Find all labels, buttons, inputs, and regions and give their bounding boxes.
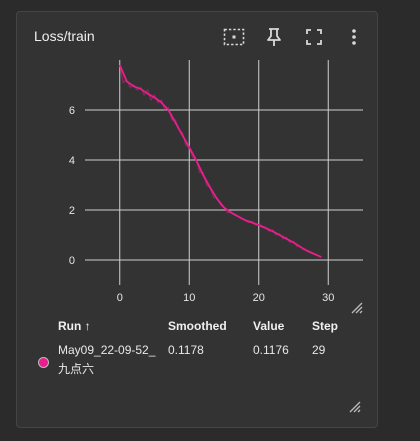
series-group xyxy=(118,64,322,258)
fullscreen-icon xyxy=(306,29,322,45)
resize-grip-icon xyxy=(351,302,363,314)
run-color-dot xyxy=(38,357,49,368)
x-tick-label: 0 xyxy=(117,292,123,304)
smoothed-series-line xyxy=(118,64,322,258)
pin-button[interactable] xyxy=(263,26,285,48)
x-tick-label: 10 xyxy=(183,292,195,304)
fit-domain-icon xyxy=(223,28,245,46)
x-tick-label: 30 xyxy=(322,292,334,304)
resize-grip-icon xyxy=(349,401,361,413)
step-value: 29 xyxy=(312,343,326,357)
loss-chart[interactable]: 0 10 20 30 0 2 4 6 xyxy=(17,56,379,316)
x-tick-label: 20 xyxy=(253,292,265,304)
grid xyxy=(85,60,363,285)
raw-value: 0.1176 xyxy=(253,343,289,357)
column-header-smoothed[interactable]: Smoothed xyxy=(168,319,227,333)
chart-resize-handle[interactable] xyxy=(349,300,363,314)
run-name-line1: May09_22-09-52_ xyxy=(58,343,156,357)
y-tick-label: 4 xyxy=(69,155,75,167)
y-tick-label: 6 xyxy=(69,105,75,117)
axes: 0 10 20 30 0 2 4 6 xyxy=(69,105,335,304)
card-resize-handle[interactable] xyxy=(347,399,361,413)
scalar-card: Loss/train 0 10 20 30 0 2 4 6 xyxy=(16,11,378,428)
column-header-run[interactable]: Run ↑ xyxy=(58,319,91,333)
card-title: Loss/train xyxy=(34,28,95,44)
plot-frame xyxy=(85,60,363,285)
fit-domain-button[interactable] xyxy=(223,26,245,48)
pin-icon xyxy=(267,28,281,46)
smoothed-value: 0.1178 xyxy=(168,343,204,357)
column-header-value[interactable]: Value xyxy=(253,319,285,333)
more-options-button[interactable] xyxy=(343,26,365,48)
more-vert-icon xyxy=(352,29,356,45)
run-name-line2: 九点六 xyxy=(58,362,95,376)
fullscreen-button[interactable] xyxy=(303,26,325,48)
raw-series-line xyxy=(119,64,322,258)
y-tick-label: 0 xyxy=(69,255,75,267)
y-tick-label: 2 xyxy=(69,205,75,217)
column-header-step[interactable]: Step xyxy=(312,319,339,333)
chart-area[interactable]: 0 10 20 30 0 2 4 6 xyxy=(17,56,379,316)
